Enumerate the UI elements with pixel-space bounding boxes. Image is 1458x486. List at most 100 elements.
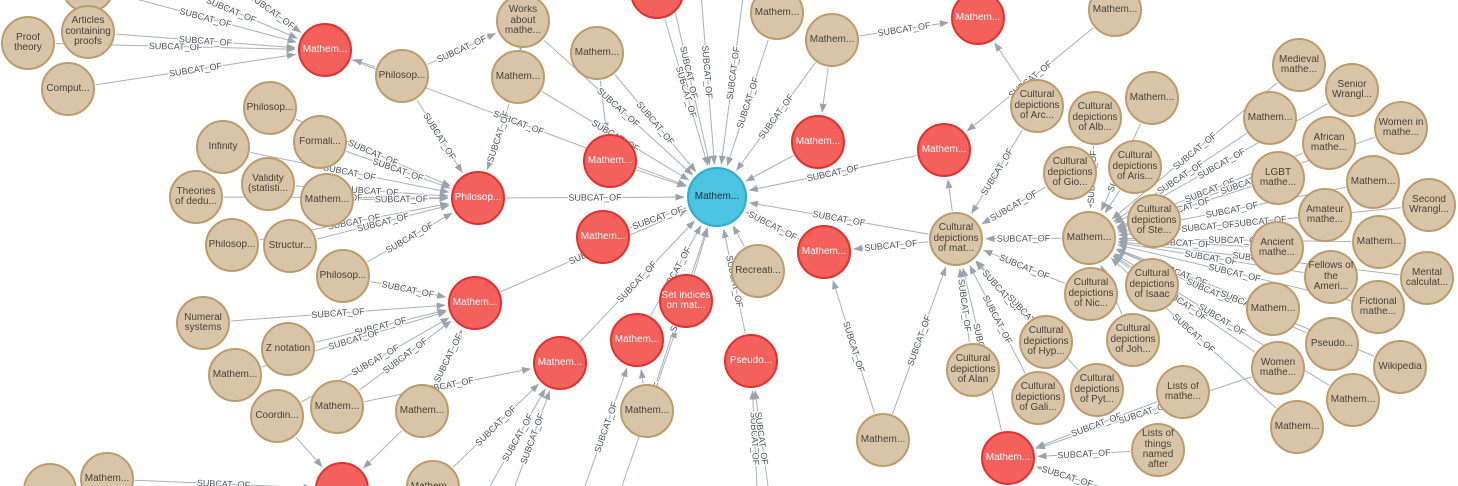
graph-node[interactable]: Recreati...	[731, 244, 785, 298]
graph-node[interactable]: Mathem...	[448, 276, 502, 330]
graph-node[interactable]: Amateur mathe...	[1298, 188, 1352, 242]
graph-node[interactable]: Second Wrangl...	[1402, 178, 1456, 232]
graph-node[interactable]: Philosop...	[205, 218, 259, 272]
graph-node[interactable]: Philosop...	[375, 49, 429, 103]
graph-node[interactable]: Cultural depictions of Arc...	[1010, 79, 1064, 133]
relationship-edge[interactable]	[427, 32, 497, 65]
graph-node[interactable]: Mathem...	[583, 134, 637, 188]
relationship-edge[interactable]	[452, 383, 539, 468]
graph-node[interactable]: Proof theory	[1, 16, 55, 70]
relationship-edge[interactable]	[981, 186, 1047, 225]
relationship-edge[interactable]	[745, 154, 794, 182]
relationship-edge[interactable]	[749, 200, 929, 235]
graph-node[interactable]: Mathem...	[805, 13, 859, 67]
relationship-edge[interactable]	[584, 367, 628, 486]
relationship-edge[interactable]	[971, 129, 1023, 214]
relationship-edge[interactable]	[359, 320, 452, 391]
graph-node[interactable]: Cultural depictions of Gali...	[1011, 371, 1065, 425]
graph-node[interactable]: Mathem...	[533, 336, 587, 390]
relationship-edge[interactable]	[832, 280, 876, 414]
graph-node[interactable]: Cultural depictions of Pyt...	[1070, 363, 1124, 417]
graph-node[interactable]: Structur...	[263, 219, 317, 273]
relationship-edge[interactable]	[514, 390, 551, 486]
graph-node[interactable]: Mathem...	[491, 50, 545, 104]
graph-node[interactable]: Mathem...	[981, 431, 1035, 485]
relationship-edge[interactable]	[859, 20, 949, 37]
relationship-edge[interactable]	[1104, 190, 1121, 214]
graph-node[interactable]: Mathem...	[797, 225, 851, 279]
relationship-edge[interactable]	[486, 103, 510, 170]
graph-node[interactable]: Mathem...	[1062, 211, 1116, 265]
graph-node[interactable]: Cultural depictions of Alan	[946, 343, 1000, 397]
relationship-edge[interactable]	[752, 390, 769, 486]
relationship-edge[interactable]	[945, 179, 953, 212]
relationship-edge[interactable]	[1035, 376, 1252, 450]
graph-node[interactable]: African mathe...	[1302, 116, 1356, 170]
relationship-edge[interactable]	[295, 436, 323, 467]
relationship-edge[interactable]	[748, 155, 917, 193]
graph-node[interactable]: Women mathe...	[1251, 341, 1305, 395]
graph-node[interactable]: Set indices on mat...	[659, 274, 713, 328]
graph-node[interactable]: Mental calculat...	[1400, 251, 1454, 305]
graph-node[interactable]: Mathem...	[1246, 282, 1300, 336]
relationship-edge[interactable]	[599, 80, 609, 132]
relationship-edge[interactable]	[165, 0, 298, 39]
relationship-edge[interactable]	[853, 241, 929, 252]
graph-node[interactable]: Theories of dedu...	[169, 170, 223, 224]
graph-node[interactable]: Philosop...	[451, 171, 505, 225]
relationship-edge[interactable]	[749, 390, 758, 486]
relationship-edge[interactable]	[505, 193, 685, 201]
relationship-edge[interactable]	[543, 39, 693, 176]
graph-node[interactable]: Mathem...	[310, 380, 364, 434]
relationship-edge[interactable]	[250, 152, 450, 194]
graph-node[interactable]: Z notation	[261, 322, 315, 376]
relationship-edge[interactable]	[700, 0, 718, 165]
graph-node[interactable]: Mathem...	[298, 23, 352, 77]
relationship-edge[interactable]	[433, 329, 463, 387]
graph-node[interactable]: Ancient mathe...	[1250, 221, 1304, 275]
relationship-edge[interactable]	[629, 207, 687, 229]
graph-node[interactable]: Mathem...	[300, 173, 354, 227]
relationship-edge[interactable]	[578, 220, 695, 344]
relationship-edge[interactable]	[636, 169, 687, 188]
graph-node[interactable]: Comput...	[41, 62, 95, 116]
relationship-edge[interactable]	[1035, 401, 1157, 448]
relationship-edge[interactable]	[363, 430, 403, 469]
relationship-edge[interactable]	[969, 265, 1026, 374]
graph-node[interactable]: Medieval mathe...	[1272, 38, 1326, 92]
relationship-edge[interactable]	[95, 52, 296, 86]
graph-node[interactable]: Philosop...	[243, 81, 297, 135]
relationship-edge[interactable]	[664, 18, 709, 166]
graph-node[interactable]: Fictional mathe...	[1351, 280, 1405, 334]
graph-node[interactable]: Works about mathe...	[496, 0, 550, 48]
relationship-edge[interactable]	[366, 212, 453, 263]
relationship-edge[interactable]	[489, 388, 546, 486]
graph-node[interactable]: Mathem...	[687, 167, 747, 227]
graph-node[interactable]: Cultural depictions of mat...	[929, 212, 983, 266]
graph-node[interactable]: Mathem...	[610, 313, 664, 367]
relationship-edge[interactable]	[1116, 248, 1248, 300]
graph-node[interactable]: Mathem...	[856, 413, 910, 467]
relationship-edge[interactable]	[614, 74, 697, 173]
graph-node[interactable]: Pseudo...	[724, 334, 778, 388]
relationship-edge[interactable]	[354, 195, 449, 203]
graph-node[interactable]: Lists of mathe...	[1156, 365, 1210, 419]
relationship-edge[interactable]	[892, 266, 947, 414]
graph-node[interactable]: Mathem...	[917, 123, 971, 177]
graph-node[interactable]: Infinity	[196, 120, 250, 174]
graph-node[interactable]: Coordin...	[250, 389, 304, 443]
relationship-edge[interactable]	[985, 235, 1062, 243]
relationship-edge[interactable]	[416, 99, 463, 173]
graph-node[interactable]: Mathem...	[576, 210, 630, 264]
graph-node[interactable]: Cultural depictions of Aris...	[1108, 140, 1162, 194]
relationship-edge[interactable]	[317, 204, 450, 240]
relationship-edge[interactable]	[957, 268, 970, 343]
graph-node[interactable]: LGBT mathe...	[1251, 151, 1305, 205]
relationship-edge[interactable]	[115, 33, 296, 51]
graph-node[interactable]: Pseudo...	[1305, 317, 1359, 371]
graph-node[interactable]: Cultural depictions of Isaac	[1125, 258, 1179, 312]
graph-node[interactable]: Mathem...	[570, 26, 624, 80]
relationship-edge[interactable]	[230, 302, 446, 322]
relationship-edge[interactable]	[364, 367, 532, 403]
